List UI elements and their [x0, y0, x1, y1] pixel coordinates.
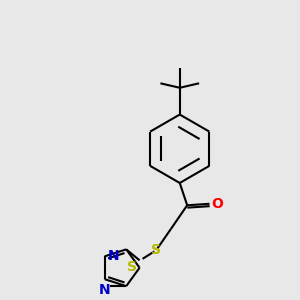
Text: O: O [211, 197, 223, 211]
Text: N: N [108, 249, 119, 263]
Text: N: N [99, 283, 110, 297]
Text: S: S [151, 243, 161, 256]
Text: S: S [127, 260, 136, 274]
